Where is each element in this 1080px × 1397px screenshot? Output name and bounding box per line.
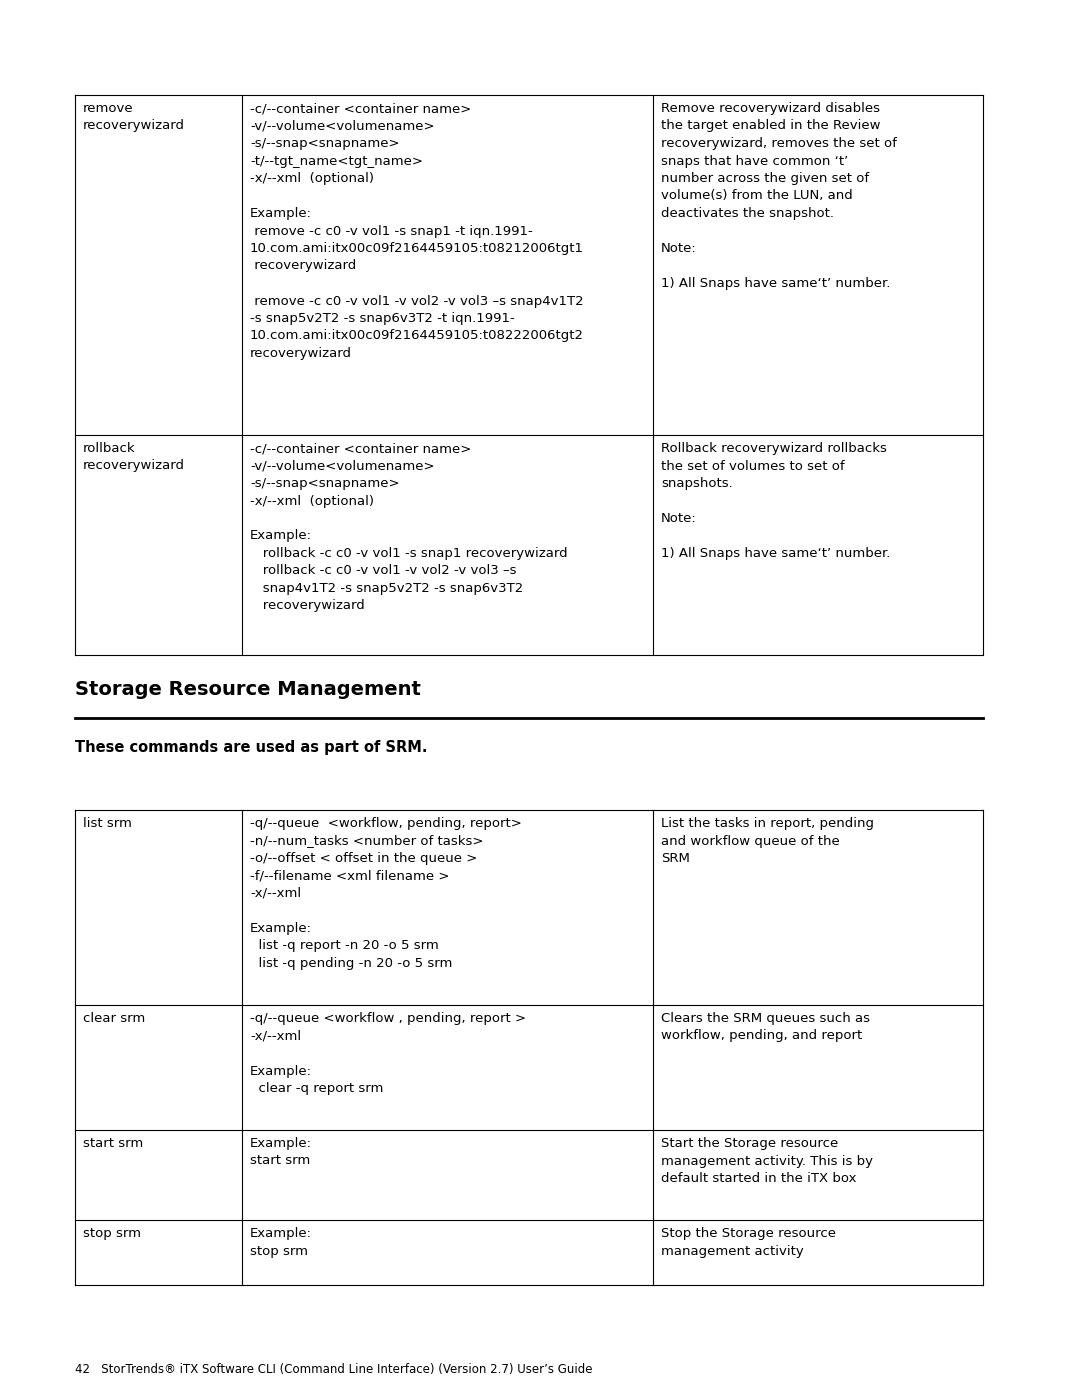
Text: 42   StorTrends® iTX Software CLI (Command Line Interface) (Version 2.7) User’s : 42 StorTrends® iTX Software CLI (Command… — [75, 1363, 593, 1376]
Text: Remove recoverywizard disables
the target enabled in the Review
recoverywizard, : Remove recoverywizard disables the targe… — [661, 102, 896, 291]
Text: remove
recoverywizard: remove recoverywizard — [83, 102, 185, 133]
Text: stop srm: stop srm — [83, 1227, 141, 1241]
Text: Storage Resource Management: Storage Resource Management — [75, 680, 421, 698]
Text: Clears the SRM queues such as
workflow, pending, and report: Clears the SRM queues such as workflow, … — [661, 1011, 870, 1042]
Text: Example:
stop srm: Example: stop srm — [249, 1227, 312, 1257]
Text: start srm: start srm — [83, 1137, 144, 1150]
Text: -q/--queue <workflow , pending, report >
-x/--xml

Example:
  clear -q report sr: -q/--queue <workflow , pending, report >… — [249, 1011, 526, 1095]
Text: Rollback recoverywizard rollbacks
the set of volumes to set of
snapshots.

Note:: Rollback recoverywizard rollbacks the se… — [661, 441, 890, 560]
Text: list srm: list srm — [83, 817, 132, 830]
Text: Stop the Storage resource
management activity: Stop the Storage resource management act… — [661, 1227, 836, 1257]
Text: -c/--container <container name>
-v/--volume<volumename>
-s/--snap<snapname>
-t/-: -c/--container <container name> -v/--vol… — [249, 102, 584, 360]
Text: Example:
start srm: Example: start srm — [249, 1137, 312, 1168]
Text: List the tasks in report, pending
and workflow queue of the
SRM: List the tasks in report, pending and wo… — [661, 817, 874, 865]
Text: -q/--queue  <workflow, pending, report>
-n/--num_tasks <number of tasks>
-o/--of: -q/--queue <workflow, pending, report> -… — [249, 817, 522, 970]
Text: Start the Storage resource
management activity. This is by
default started in th: Start the Storage resource management ac… — [661, 1137, 873, 1185]
Text: rollback
recoverywizard: rollback recoverywizard — [83, 441, 185, 472]
Text: clear srm: clear srm — [83, 1011, 145, 1025]
Text: -c/--container <container name>
-v/--volume<volumename>
-s/--snap<snapname>
-x/-: -c/--container <container name> -v/--vol… — [249, 441, 568, 612]
Text: These commands are used as part of SRM.: These commands are used as part of SRM. — [75, 740, 428, 754]
